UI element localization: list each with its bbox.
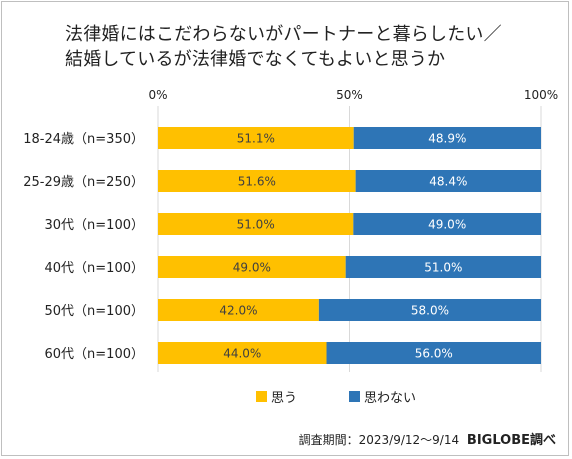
legend-label-yes: 思う: [271, 391, 298, 406]
data-label-yes-5: 44.0%: [223, 347, 261, 361]
category-label-0: 18-24歳（n=350）: [23, 132, 144, 147]
bar-no-0: [353, 127, 541, 149]
data-label-yes-0: 51.1%: [237, 132, 275, 146]
bar-no-5: [326, 342, 541, 364]
category-label-5: 60代（n=100）: [45, 347, 145, 362]
survey-period: 調査期間：2023/9/12～9/14: [298, 433, 460, 447]
data-label-no-0: 48.9%: [428, 132, 466, 146]
bar-no-1: [355, 170, 541, 192]
category-label-3: 40代（n=100）: [45, 261, 145, 276]
bar-no-4: [318, 299, 541, 321]
legend-swatch-no: [349, 391, 361, 402]
source-credit: BIGLOBE調べ: [466, 433, 556, 448]
bar-no-2: [353, 213, 541, 235]
category-label-1: 25-29歳（n=250）: [23, 175, 144, 190]
legend-item-no: 思わない: [349, 387, 416, 406]
data-label-no-5: 56.0%: [415, 347, 453, 361]
legend: 思う 思わない: [256, 387, 416, 406]
bar-yes-3: [158, 256, 346, 278]
legend-item-yes: 思う: [256, 387, 297, 406]
category-label-4: 50代（n=100）: [45, 304, 145, 319]
category-label-2: 30代（n=100）: [45, 218, 145, 233]
x-tick-label-0: 0%: [148, 88, 167, 102]
legend-label-no: 思わない: [364, 391, 417, 406]
footer: 調査期間：2023/9/12～9/14 BIGLOBE調べ: [299, 429, 556, 448]
data-label-yes-4: 42.0%: [219, 304, 257, 318]
bar-yes-4: [158, 299, 319, 321]
bar-no-3: [345, 256, 541, 278]
data-label-no-3: 51.0%: [424, 261, 462, 275]
x-tick-label-2: 100%: [524, 88, 558, 102]
legend-swatch-yes: [256, 391, 267, 402]
data-label-no-1: 48.4%: [429, 175, 467, 189]
bar-yes-2: [158, 213, 354, 235]
data-label-yes-1: 51.6%: [238, 175, 276, 189]
chart-title-line-2: 結婚しているが法律婚でなくてもよいと思うか: [65, 49, 446, 70]
bar-yes-5: [158, 342, 327, 364]
bar-yes-1: [158, 170, 356, 192]
data-label-no-4: 58.0%: [411, 304, 449, 318]
data-label-yes-2: 51.0%: [237, 218, 275, 232]
data-label-no-2: 49.0%: [428, 218, 466, 232]
bar-yes-0: [158, 127, 354, 149]
chart-title-line-1: 法律婚にはこだわらないがパートナーと暮らしたい／: [65, 24, 502, 45]
data-label-yes-3: 49.0%: [233, 261, 271, 275]
x-tick-label-1: 50%: [336, 88, 363, 102]
